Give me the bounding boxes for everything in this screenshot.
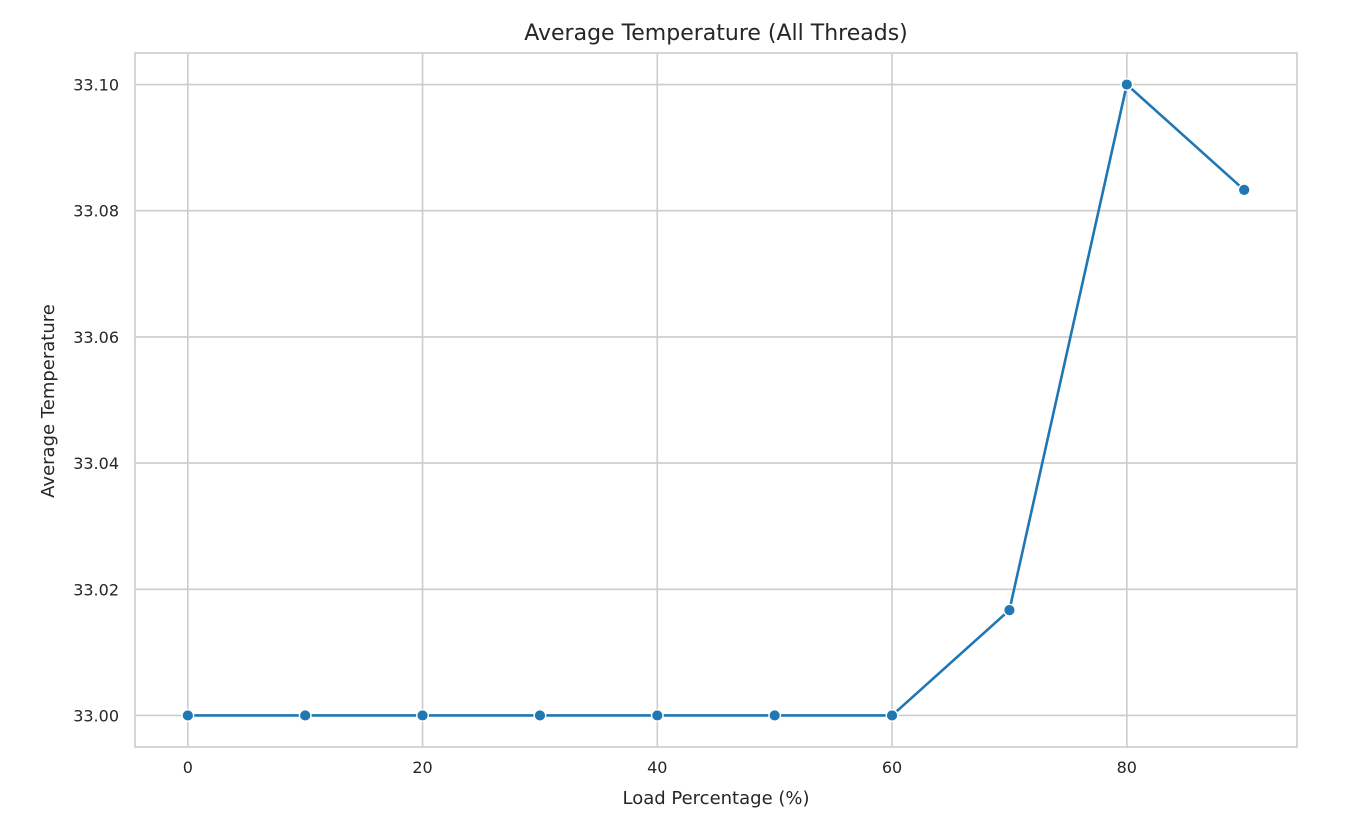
data-point xyxy=(768,708,782,722)
y-axis-ticks: 33.00 33.02 33.04 33.06 33.08 33.10 xyxy=(73,76,119,726)
x-tick-label: 0 xyxy=(183,758,193,777)
grid xyxy=(135,53,1297,747)
data-point xyxy=(1002,603,1016,617)
data-point xyxy=(1120,78,1134,92)
x-tick-label: 40 xyxy=(647,758,667,777)
x-axis-label: Load Percentage (%) xyxy=(622,788,809,809)
data-point xyxy=(416,708,430,722)
y-tick-label: 33.02 xyxy=(73,580,119,599)
y-tick-label: 33.10 xyxy=(73,76,119,95)
plot-frame xyxy=(134,52,1298,748)
data-point xyxy=(1237,183,1251,197)
data-point xyxy=(885,708,899,722)
chart-title: Average Temperature (All Threads) xyxy=(524,21,908,46)
y-tick-label: 33.08 xyxy=(73,202,119,221)
x-axis-ticks: 0 20 40 60 80 xyxy=(183,758,1137,777)
data-point xyxy=(298,708,312,722)
y-tick-label: 33.04 xyxy=(73,454,119,473)
y-tick-label: 33.00 xyxy=(73,706,119,725)
y-tick-label: 33.06 xyxy=(73,328,119,347)
x-tick-label: 20 xyxy=(412,758,432,777)
x-tick-label: 80 xyxy=(1117,758,1137,777)
y-axis-label: Average Temperature xyxy=(38,304,59,498)
series-layer xyxy=(181,78,1251,722)
data-point xyxy=(533,708,547,722)
x-tick-label: 60 xyxy=(882,758,902,777)
data-point xyxy=(650,708,664,722)
data-point xyxy=(181,708,195,722)
series-line xyxy=(187,83,1246,717)
